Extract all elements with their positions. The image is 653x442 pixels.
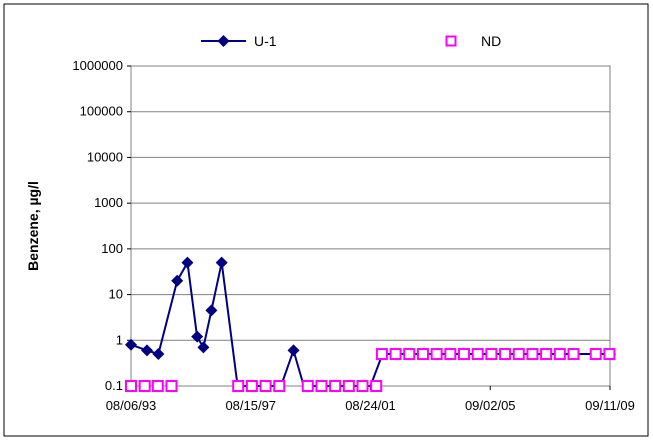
u1-point-marker [140, 344, 153, 357]
u1-point-marker [125, 338, 137, 351]
u1-point-marker [152, 348, 165, 361]
nd-point-marker [165, 380, 178, 392]
y-tick-label: 1000 [94, 195, 123, 210]
nd-point-marker [589, 348, 602, 361]
nd-point-marker [315, 380, 328, 392]
nd-point-marker [151, 380, 164, 392]
legend-u1-diamond-icon [217, 35, 230, 47]
nd-point-marker [499, 348, 512, 361]
y-tick-label: 0.1 [105, 378, 123, 393]
nd-point-marker [526, 348, 539, 361]
y-axis-title: Benzene, µg/l [25, 181, 41, 271]
x-tick-label: 08/15/97 [225, 398, 276, 413]
y-axis-ticks: 0.1 1 10 100 1000 10000 100000 1000000 [72, 58, 131, 393]
legend-nd-square-icon [445, 35, 457, 47]
nd-point-marker [430, 348, 443, 361]
nd-point-marker [232, 380, 245, 392]
nd-point-marker [567, 348, 580, 361]
x-tick-label: 09/11/09 [585, 398, 635, 413]
nd-point-marker [273, 380, 286, 392]
nd-point-marker [512, 348, 525, 361]
nd-point-marker [458, 348, 471, 361]
nd-point-marker [389, 348, 402, 361]
legend-nd-label: ND [481, 33, 501, 49]
nd-point-marker [444, 348, 457, 361]
y-tick-label: 10 [109, 287, 123, 302]
nd-point-marker [540, 348, 553, 361]
nd-point-marker [416, 348, 429, 361]
legend-u1-label: U-1 [254, 33, 277, 49]
y-tick-label: 100 [101, 241, 123, 256]
y-tick-label: 100000 [80, 104, 123, 119]
nd-point-marker [125, 380, 137, 392]
chart-area [3, 3, 649, 437]
x-tick-label: 09/02/05 [465, 398, 516, 413]
nd-point-marker [485, 348, 498, 361]
nd-point-marker [471, 348, 484, 361]
nd-point-marker [138, 380, 151, 392]
nd-point-marker [329, 380, 342, 392]
nd-point-marker [375, 348, 388, 361]
x-axis-ticks: 08/06/93 08/15/97 08/24/01 09/02/05 09/11/09 [106, 386, 635, 413]
x-tick-label: 08/06/93 [106, 398, 157, 413]
nd-point-marker [301, 380, 314, 392]
nd-point-marker [403, 348, 416, 361]
nd-point-marker [342, 380, 355, 392]
y-tick-label: 1 [116, 332, 123, 347]
nd-point-marker [370, 380, 383, 392]
u1-point-marker [215, 256, 228, 269]
nd-point-marker [245, 380, 258, 392]
u1-point-marker [205, 304, 218, 317]
u1-point-marker [197, 341, 210, 354]
nd-point-marker [603, 348, 616, 361]
series-layer [125, 256, 616, 392]
y-tick-label: 10000 [87, 149, 123, 164]
y-tick-label: 1000000 [72, 58, 123, 73]
x-tick-label: 08/24/01 [345, 398, 396, 413]
u1-point-marker [181, 256, 194, 269]
legend: U-1 ND [201, 33, 501, 49]
u1-point-marker [171, 274, 184, 287]
nd-point-marker [356, 380, 369, 392]
nd-point-marker [553, 348, 566, 361]
nd-point-marker [259, 380, 272, 392]
u1-point-marker [287, 344, 300, 357]
u1-point-marker [191, 330, 204, 343]
